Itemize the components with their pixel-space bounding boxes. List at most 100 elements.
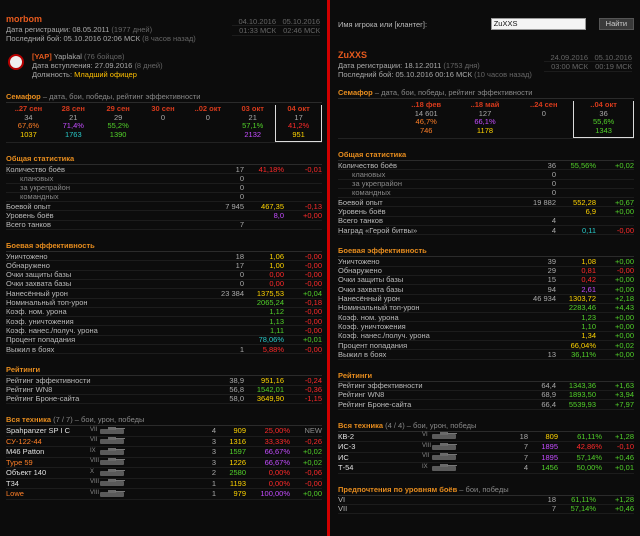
- tank-silhouette-icon: [100, 479, 125, 487]
- tank-name[interactable]: ИС-3: [338, 442, 356, 452]
- last-battle-value: 05.10.2016 02:06 МСК: [63, 34, 141, 43]
- tank-icon: VIII: [90, 479, 126, 487]
- tank-silhouette-icon: [100, 447, 125, 455]
- tank-winrate: 66,67%: [264, 447, 290, 457]
- clan-tag[interactable]: [YAP]: [32, 52, 52, 61]
- time-prev: 03:00 МСК: [551, 61, 588, 71]
- stat-row: Боевой опыт 7 945 467,35 -0,13: [6, 202, 322, 212]
- tank-icon: VIII: [90, 489, 126, 498]
- tank-name[interactable]: Spahpanzer SP I C: [6, 426, 71, 436]
- tank-row[interactable]: ИС VII 7 1895 57,14% +0,46: [338, 453, 634, 464]
- stat-total: 29: [547, 266, 556, 276]
- tank-row[interactable]: СУ-122-44 VII 3 1316 33,33% -0,26: [6, 437, 322, 448]
- tank-tier: VII: [90, 426, 98, 433]
- tank-name[interactable]: Т-54: [338, 463, 354, 473]
- tank-winrate: 42,86%: [576, 442, 602, 452]
- stat-delta: +0,00: [303, 210, 322, 220]
- clan-emblem-icon[interactable]: [8, 54, 24, 70]
- stat-label: Количество боёв: [6, 164, 65, 174]
- tank-name[interactable]: M46 Patton: [6, 447, 45, 457]
- search-input[interactable]: ZuXXS: [490, 18, 586, 30]
- stat-label: Нанесённый урон: [6, 288, 68, 298]
- date-prev: 04.10.2016: [238, 16, 276, 26]
- stat-average: 1893,50: [568, 390, 596, 400]
- stat-row: Выжил в боях 13 36,11% +0,00: [338, 349, 634, 360]
- tank-row[interactable]: M46 Patton IX 3 1597 66,67% +0,02: [6, 447, 322, 458]
- semaphore-date: ..02 окт: [194, 104, 222, 113]
- tank-name[interactable]: КВ-2: [338, 431, 355, 441]
- tank-row[interactable]: T34 VIII 1 1193 0,00% -0,00: [6, 479, 322, 490]
- stat-total: 4: [551, 225, 556, 235]
- tank-name[interactable]: Lowe: [6, 489, 24, 499]
- stat-label: за укрепрайон: [352, 179, 402, 189]
- stat-total: 15: [547, 275, 556, 285]
- stat-label: Процент попадания: [338, 340, 408, 350]
- semaphore-column: ..24 сен 0: [514, 100, 573, 138]
- tank-tier: VIII: [90, 479, 100, 486]
- tank-row[interactable]: Type 59 VIII 3 1226 66,67% +0,02: [6, 458, 322, 469]
- tank-delta: -0,00: [304, 478, 322, 488]
- search-button[interactable]: Найти: [598, 18, 634, 30]
- stat-label: Рейтинг WN8: [6, 385, 53, 395]
- tank-damage: 809: [545, 431, 558, 441]
- general-stats-table: Количество боёв 36 55,56% +0,02 клановых 0 за …: [338, 160, 634, 236]
- tank-row[interactable]: ИС-3 VIII 7 1895 42,86% -0,10: [338, 442, 634, 453]
- stat-row: Коэф. нанес./получ. урона 1,34 +0,00: [338, 331, 634, 342]
- semaphore-date: 29 сен: [106, 104, 130, 113]
- tank-battles: 3: [211, 457, 216, 467]
- semaphore-rating: 1178: [476, 125, 494, 135]
- stat-delta: -0,00: [616, 266, 634, 276]
- stat-delta: +0,02: [615, 340, 634, 350]
- semaphore-winrate: 66,1%: [474, 117, 496, 126]
- stat-label: Обнаружено: [6, 260, 50, 270]
- tank-damage: 2580: [229, 468, 246, 478]
- semaphore-battles: 127: [478, 108, 492, 118]
- clan-join-date: 27.09.2016: [94, 61, 133, 70]
- stat-row: Процент попадания 66,04% +0,02: [338, 340, 634, 351]
- stat-label: Рейтинг эффективности: [338, 381, 423, 391]
- stat-average: 5,88%: [262, 344, 284, 354]
- tank-row[interactable]: Lowe VIII 1 979 100,00% +0,00: [6, 489, 322, 500]
- stat-total: 17: [235, 260, 244, 270]
- tank-row[interactable]: Объект 140 X 2 2580 0,00% -0,06: [6, 468, 322, 479]
- stat-average: 0,11: [581, 225, 596, 235]
- tank-damage: 1316: [229, 436, 246, 446]
- stat-row: Рейтинг эффективности 64,4 1343,36 +1,63: [338, 381, 634, 391]
- stat-total: 0: [551, 179, 556, 189]
- tier-preferences-title[interactable]: Предпочтения по уровням боёв – бои, побе…: [338, 485, 634, 496]
- stat-total: 0: [239, 173, 244, 183]
- stat-average: 36,11%: [571, 349, 596, 359]
- stat-delta: +7,97: [615, 399, 634, 409]
- stat-average: 66,04%: [570, 340, 596, 350]
- player-name[interactable]: ZuXXS: [338, 50, 368, 60]
- clan-name[interactable]: Yaplakal: [53, 52, 82, 61]
- registration-line: Дата регистрации: 18.12.2011 (1753 дня): [338, 61, 634, 70]
- tank-name[interactable]: T34: [6, 478, 19, 488]
- stat-total: 0: [239, 270, 244, 280]
- stat-label: Рейтинг WN8: [338, 390, 385, 400]
- stat-total: 0: [239, 192, 244, 202]
- stat-row: клановых 0: [6, 173, 322, 184]
- tank-name[interactable]: Type 59: [6, 457, 33, 467]
- tank-winrate: 61,11%: [577, 431, 602, 441]
- tank-name[interactable]: СУ-122-44: [6, 436, 42, 446]
- tank-name[interactable]: ИС: [338, 452, 349, 462]
- tank-tier: IX: [422, 463, 428, 470]
- semaphore-column: 29 сен 29 55,2% 1390: [96, 104, 141, 142]
- semaphore-column: ..18 май 127 66,1% 1178: [456, 100, 515, 138]
- semaphore-column: ..04 окт 36 55,6% 1343: [573, 100, 634, 138]
- tank-name[interactable]: Объект 140: [6, 468, 47, 478]
- tank-row[interactable]: Spahpanzer SP I C VII 4 909 25,00% NEW: [6, 426, 322, 437]
- stat-total: 36: [547, 160, 556, 170]
- player-name[interactable]: morbom: [6, 14, 42, 24]
- tank-row[interactable]: Т-54 IX 4 1456 50,00% +0,01: [338, 463, 634, 474]
- stat-average: 951,16: [261, 375, 284, 385]
- tank-damage: 979: [233, 489, 246, 499]
- stat-row: клановых 0: [338, 170, 634, 180]
- stat-delta: -0,18: [304, 298, 322, 308]
- stat-label: Обнаружено: [338, 266, 382, 276]
- stat-average: 1303,72: [568, 294, 596, 304]
- tank-row[interactable]: КВ-2 VI 18 809 61,11% +1,28: [338, 432, 634, 443]
- all-tanks-title[interactable]: Вся техника (4 / 4) – бои, урон, победы: [338, 421, 634, 432]
- all-tanks-title[interactable]: Вся техника (7 / 7) – бои, урон, победы: [6, 415, 322, 427]
